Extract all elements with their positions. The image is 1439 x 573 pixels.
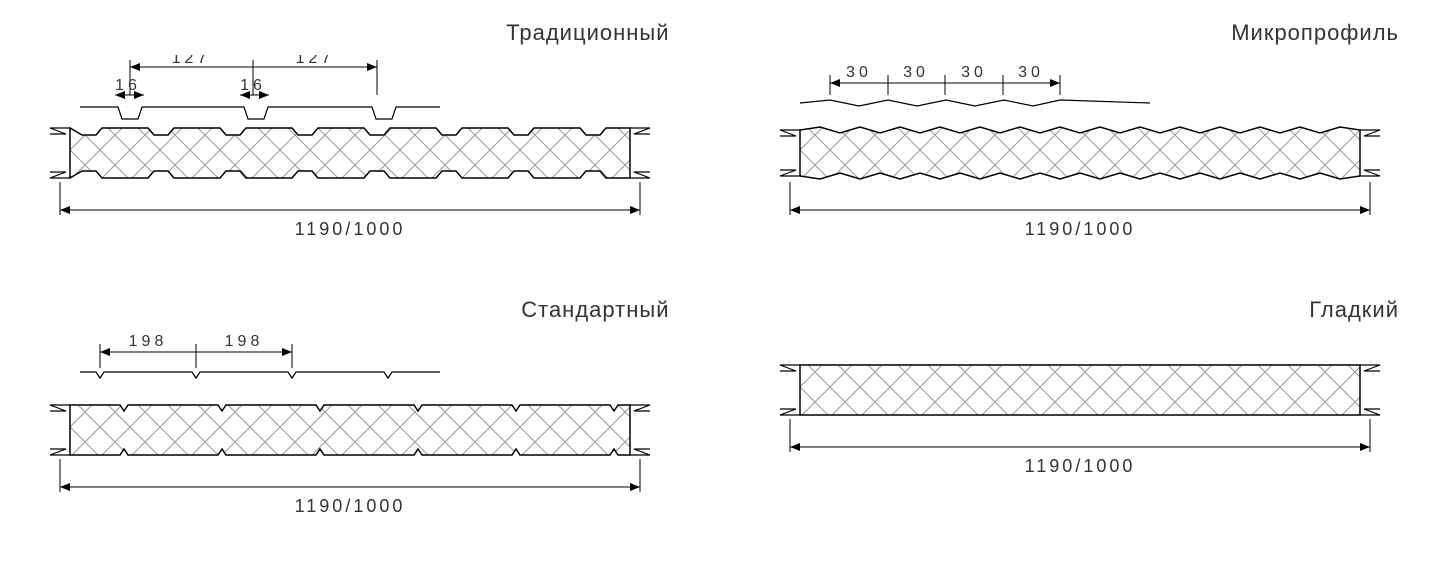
dim-30-2: 30: [903, 64, 929, 81]
width-label-smooth: 1190/1000: [1024, 456, 1135, 476]
dim-198-1: 198: [129, 333, 168, 350]
profile-standard: 198 198: [40, 332, 460, 392]
width-label-microprofile: 1190/1000: [1024, 219, 1135, 239]
section-smooth: 1190/1000: [770, 357, 1390, 487]
dim-30-3: 30: [961, 64, 987, 81]
section-standard: 1190/1000: [40, 397, 660, 527]
title-standard: Стандартный: [521, 297, 669, 323]
dim-127-1: 127: [172, 55, 211, 67]
panel-standard: Стандартный 198 198 1190/1000: [40, 297, 670, 554]
section-traditional: 1190/1000: [40, 120, 660, 250]
dim-16-1: 16: [115, 77, 141, 94]
panel-microprofile: Микропрофиль 30 30 30 30 1190/1000: [770, 20, 1400, 277]
dim-30-1: 30: [846, 64, 872, 81]
dim-30-4: 30: [1018, 64, 1044, 81]
section-microprofile: 1190/1000: [770, 120, 1390, 250]
profile-microprofile: 30 30 30 30: [770, 55, 1190, 125]
title-microprofile: Микропрофиль: [1231, 20, 1399, 46]
profile-traditional: 127 127 16 16: [40, 55, 460, 125]
title-smooth: Гладкий: [1309, 297, 1399, 323]
dim-16-2: 16: [240, 77, 266, 94]
width-label-traditional: 1190/1000: [295, 219, 406, 239]
dim-198-2: 198: [225, 333, 264, 350]
title-traditional: Традиционный: [506, 20, 669, 46]
dim-127-2: 127: [296, 55, 335, 67]
panel-smooth: Гладкий 1190/1000: [770, 297, 1400, 554]
panel-traditional: Традиционный 127 127 16 16: [40, 20, 670, 277]
width-label-standard: 1190/1000: [295, 496, 406, 516]
